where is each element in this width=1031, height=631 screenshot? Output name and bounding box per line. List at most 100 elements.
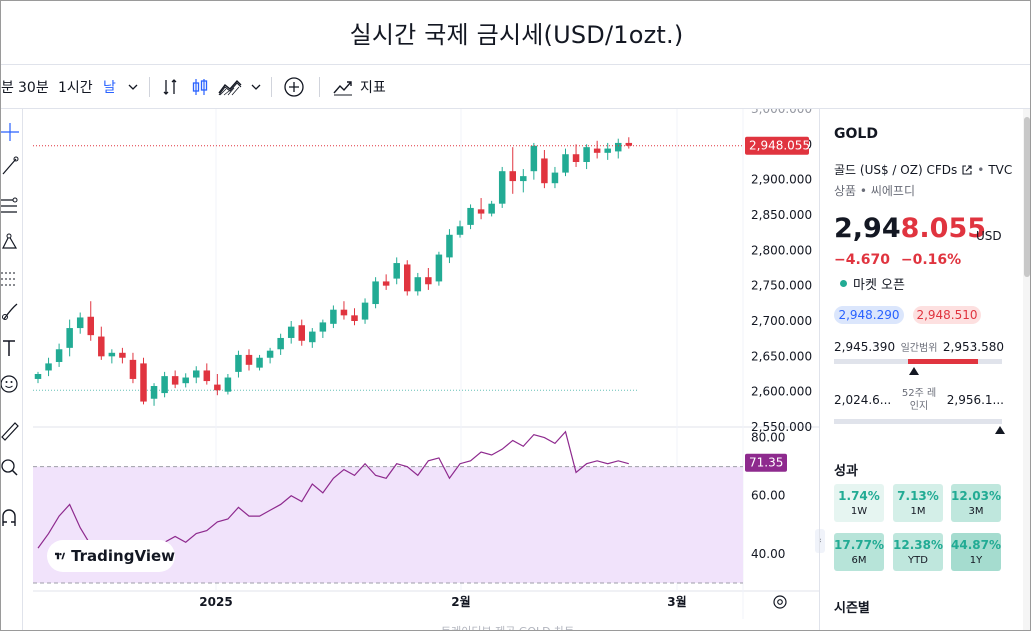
- performance-period: 1Y: [969, 555, 983, 566]
- brush-icon[interactable]: [1, 301, 19, 323]
- interval-1h-button[interactable]: 1시간: [58, 80, 93, 96]
- page-scrollbar[interactable]: [1023, 109, 1030, 630]
- price-axis-tick-label: 2,650.000: [751, 349, 812, 363]
- candle-body: [150, 386, 158, 399]
- performance-period: 1M: [910, 506, 926, 517]
- candle-body: [340, 309, 348, 316]
- forecast-icon[interactable]: [1, 267, 19, 289]
- add-symbol-button[interactable]: [283, 75, 305, 99]
- magnet-icon[interactable]: [1, 507, 19, 529]
- day-range-fill: [907, 359, 979, 364]
- fib-retracement-icon[interactable]: [1, 195, 19, 217]
- toolbar-divider: [149, 77, 150, 97]
- performance-value: 17.77%: [834, 538, 884, 552]
- symbol-category-row: 상품 • 씨에프디: [834, 182, 915, 199]
- compare-icon: [163, 79, 177, 95]
- candle-body: [256, 357, 263, 368]
- rsi-axis-tick-label: 80.00: [751, 431, 785, 445]
- candle-body: [467, 207, 474, 225]
- settings-gear-icon[interactable]: [773, 595, 787, 609]
- candle-body: [76, 317, 84, 329]
- candle-body: [224, 377, 232, 392]
- compare-button[interactable]: [161, 75, 181, 99]
- symbol-description: 골드 (US$ / OZ) CFDs: [834, 163, 958, 177]
- candle-body: [214, 384, 221, 391]
- performance-value: 12.38%: [893, 538, 943, 552]
- rsi-axis-tick-label: 40.00: [751, 547, 785, 561]
- symbol-exchange[interactable]: TVC: [988, 162, 1013, 177]
- candle-body: [108, 352, 116, 357]
- interval-day-button[interactable]: 날: [103, 80, 116, 96]
- performance-period: 6M: [851, 555, 867, 566]
- candles-button[interactable]: [190, 75, 210, 99]
- performance-value: 1.74%: [838, 489, 880, 503]
- external-link-icon[interactable]: [961, 164, 973, 176]
- performance-tile-1w[interactable]: 1.74% 1W: [834, 484, 884, 522]
- performance-tile-1m[interactable]: 7.13% 1M: [893, 484, 943, 522]
- indicators-icon: [333, 81, 352, 96]
- chart-style-dropdown-button[interactable]: [250, 75, 262, 99]
- symbol-description-row: 골드 (US$ / OZ) CFDs • TVC: [834, 161, 1012, 178]
- performance-title: 성과: [834, 464, 858, 479]
- price-axis-tick-label: 2,850.000: [751, 208, 812, 222]
- candle-body: [488, 203, 495, 214]
- zoom-icon[interactable]: [1, 457, 19, 479]
- price-change: −4.670: [834, 252, 891, 268]
- candle-body: [309, 331, 316, 343]
- chart-style-button[interactable]: [217, 75, 243, 99]
- performance-tile-3m[interactable]: 12.03% 3M: [951, 484, 1001, 522]
- candle-body: [509, 171, 516, 182]
- scrollbar-thumb[interactable]: [1024, 117, 1030, 277]
- candle-body: [361, 302, 369, 320]
- tradingview-watermark: TradingView: [47, 540, 175, 572]
- performance-tile-6m[interactable]: 17.77% 6M: [834, 533, 884, 571]
- last-price-suffix: 8.055: [900, 213, 987, 244]
- day-low: 2,945.390: [834, 339, 896, 354]
- symbol-sidebar: GOLD 골드 (US$ / OZ) CFDs • TVC 상품 • 씨에프디 …: [819, 109, 1030, 630]
- pattern-icon[interactable]: [1, 231, 19, 253]
- bullet-separator: •: [859, 184, 871, 198]
- candle-body: [572, 154, 580, 162]
- emoji-icon[interactable]: [1, 373, 19, 395]
- candle-body: [34, 374, 42, 379]
- performance-tile-ytd[interactable]: 12.38% YTD: [893, 533, 943, 571]
- candle-body: [45, 363, 52, 371]
- time-axis-label: 2025: [199, 595, 232, 609]
- symbol-source: 씨에프디: [870, 184, 915, 198]
- time-axis-label: 3월: [667, 594, 686, 609]
- candle-body: [119, 352, 126, 358]
- week52-range-bar: [834, 419, 1002, 424]
- performance-value: 12.03%: [951, 489, 1001, 503]
- performance-tile-1y[interactable]: 44.87% 1Y: [951, 533, 1001, 571]
- crosshair-icon[interactable]: [1, 121, 19, 143]
- toolbar-divider: [319, 77, 320, 97]
- chart-area[interactable]: 2,550.000 2,600.000 2,650.000 2,700.000 2,75…: [33, 109, 819, 619]
- candle-body: [425, 277, 432, 285]
- last-price-badge: [745, 136, 809, 155]
- ruler-icon[interactable]: [1, 419, 19, 441]
- interval-dropdown-button[interactable]: [127, 75, 139, 99]
- price-change-row: −4.670 −0.16%: [834, 252, 961, 268]
- indicators-button[interactable]: 지표: [332, 75, 386, 99]
- price-chart[interactable]: 2,550.000 2,600.000 2,650.000 2,700.000 2,75…: [33, 109, 819, 619]
- candle-body: [551, 172, 559, 184]
- chart-attribution[interactable]: 트레이딩뷰 제공 GOLD 차트: [441, 623, 574, 630]
- candle-body: [171, 376, 179, 385]
- price-axis-tick-label: 2,900.000: [751, 173, 812, 187]
- interval-cut-label[interactable]: 분: [1, 80, 14, 96]
- text-tool-icon[interactable]: [1, 337, 19, 359]
- chevron-down-icon: [128, 84, 138, 90]
- candle-body: [287, 326, 295, 338]
- trend-line-icon[interactable]: [1, 155, 19, 177]
- week52-range-row: 2,024.6... 52주 레인지 2,956.1...: [834, 387, 1004, 413]
- candle-body: [541, 158, 548, 184]
- candle-body: [593, 148, 601, 153]
- interval-30m-button[interactable]: 30분: [18, 80, 49, 96]
- candle-body: [319, 322, 327, 332]
- candles-icon: [192, 79, 208, 95]
- price-axis-tick-label: 2,600.000: [751, 385, 812, 399]
- market-status-label: 마켓 오픈: [853, 278, 905, 293]
- market-status: 마켓 오픈: [840, 274, 905, 293]
- candle-body: [625, 142, 633, 146]
- chevron-down-icon: [251, 84, 261, 90]
